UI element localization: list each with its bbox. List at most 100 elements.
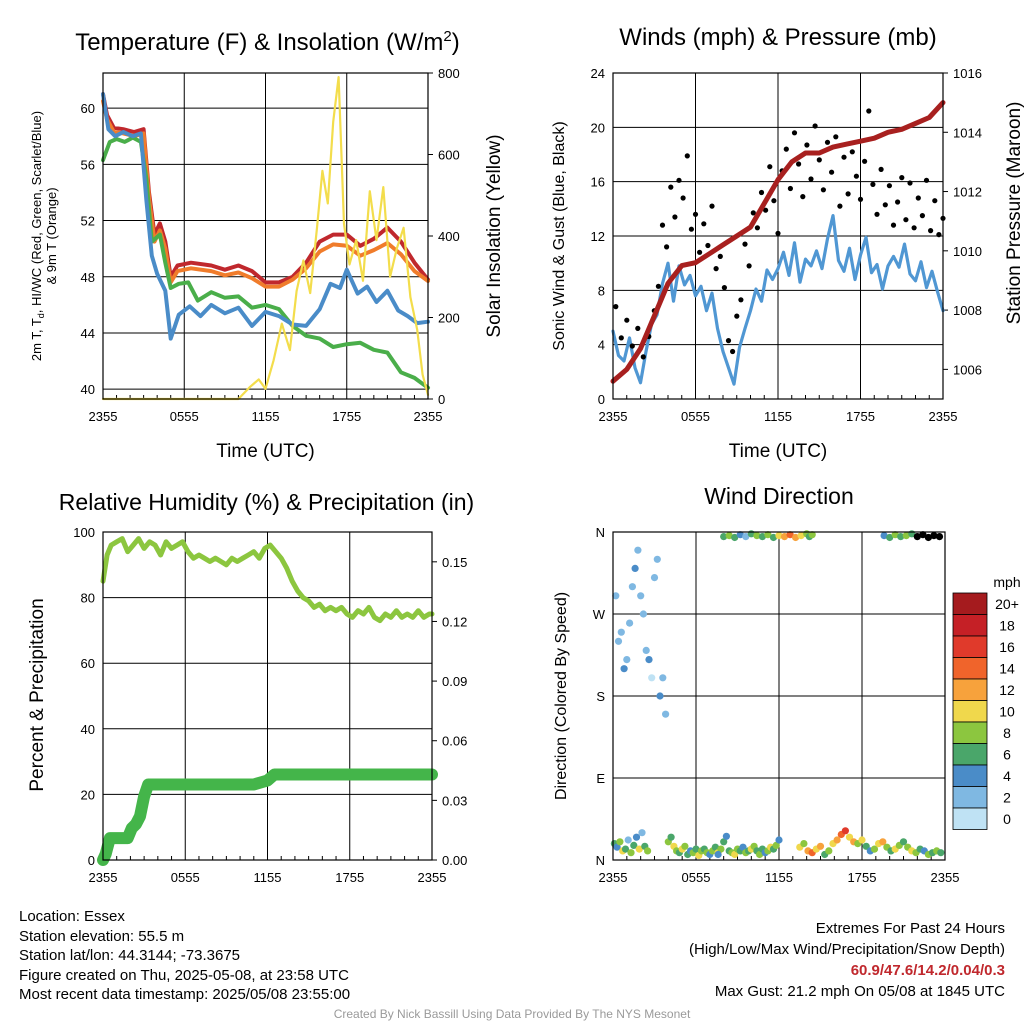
gust-point — [676, 177, 682, 183]
gust-point — [845, 191, 851, 197]
direction-point — [623, 656, 631, 664]
direction-point — [634, 546, 642, 554]
gust-point — [841, 154, 847, 160]
colorbar-swatch — [952, 807, 988, 830]
gust-point — [928, 228, 934, 234]
plot-frame — [102, 531, 433, 861]
direction-point — [720, 533, 728, 541]
gust-point — [899, 175, 905, 181]
y-tick-label: 0 — [88, 853, 95, 868]
colorbar-swatch — [952, 786, 988, 809]
direction-point — [780, 533, 789, 541]
x-tick-label: 0555 — [171, 870, 200, 885]
gust-point — [664, 244, 670, 250]
y-tick-label: 0 — [598, 392, 605, 407]
gust-point — [857, 196, 864, 202]
y2-tick-label: 1012 — [953, 185, 982, 200]
direction-point — [659, 674, 667, 682]
gust-point — [833, 134, 839, 140]
x-tick-label: 1155 — [252, 409, 280, 424]
x-axis-label: Time (UTC) — [729, 441, 828, 462]
humidity-line — [100, 536, 435, 624]
direction-point — [630, 841, 638, 850]
direction-point — [924, 533, 933, 542]
direction-point — [648, 674, 656, 682]
direction-point — [614, 637, 623, 645]
gust-point — [923, 177, 930, 183]
x-tick-label: 2355 — [929, 409, 958, 424]
direction-point — [758, 533, 767, 541]
y2-tick-label: 1006 — [953, 362, 982, 377]
colorbar-label: 16 — [999, 639, 1015, 655]
direction-point — [720, 838, 728, 846]
direction-point — [930, 532, 938, 540]
created-label: Figure created on Thu, 2025-05-08, at 23… — [19, 966, 349, 984]
gust-point — [640, 354, 646, 360]
y-tick-label: S — [596, 689, 605, 704]
gust-point — [886, 183, 893, 189]
y-tick-label: 100 — [73, 525, 95, 540]
y-tick-label: 20 — [81, 787, 95, 802]
gust-point — [800, 194, 806, 200]
gust-point — [787, 185, 794, 192]
y-axis-label: 2m T, Td, HI/WC (Red, Green, Scarlet/Blu… — [29, 111, 59, 361]
y2-axis-label: Solar Insolation (Yellow) — [484, 134, 505, 337]
x-tick-label: 2355 — [931, 870, 960, 885]
direction-point — [613, 843, 621, 851]
gust-point — [705, 242, 711, 249]
recent-data-label: Most recent data timestamp: 2025/05/08 2… — [19, 986, 351, 1003]
colorbar-label: 8 — [1003, 725, 1011, 741]
gust-point — [684, 153, 690, 159]
direction-point — [753, 532, 761, 540]
direction-point — [897, 533, 905, 541]
y-tick-label: N — [596, 525, 605, 540]
gust-point — [874, 211, 880, 217]
direction-point — [717, 845, 725, 853]
direction-point — [617, 628, 625, 636]
gust-point — [713, 266, 719, 272]
y2-tick-label: 0.15 — [442, 555, 467, 570]
y-tick-label: 16 — [591, 175, 605, 190]
chart-title: Relative Humidity (%) & Precipitation (i… — [59, 489, 474, 515]
gust-point — [932, 198, 938, 204]
y2-tick-label: 0 — [438, 392, 445, 407]
gust-point — [701, 221, 707, 227]
direction-point — [635, 845, 643, 853]
colorbar-swatch — [952, 592, 988, 615]
direction-point — [816, 842, 825, 850]
y-tick-label: E — [596, 771, 605, 786]
direction-point — [764, 531, 772, 539]
direction-point — [639, 610, 648, 618]
colorbar-swatch — [952, 700, 988, 723]
gust-point — [688, 226, 695, 232]
gust-point — [738, 297, 744, 303]
direction-point — [937, 849, 945, 857]
colorbar-label: 12 — [999, 682, 1015, 698]
y2-tick-label: 0.09 — [442, 674, 467, 689]
gust-point — [697, 249, 703, 255]
y2-tick-label: 0.06 — [442, 734, 467, 749]
chart-title: Winds (mph) & Pressure (mb) — [619, 24, 936, 51]
direction-point — [650, 574, 659, 582]
gust-point — [668, 184, 674, 190]
x-tick-label: 2355 — [89, 870, 118, 885]
direction-point — [825, 847, 833, 855]
direction-point — [627, 849, 635, 857]
y-tick-label: 80 — [81, 591, 95, 606]
plot-frame — [612, 72, 944, 400]
y2-axis-label: Station Pressure (Maroon) — [1004, 102, 1024, 325]
gust-point — [775, 230, 781, 236]
colorbar-swatch — [952, 764, 988, 787]
y-tick-label: 24 — [591, 66, 605, 81]
direction-point — [935, 533, 944, 541]
direction-point — [638, 829, 646, 837]
direction-point — [899, 838, 908, 846]
gust-point — [907, 180, 913, 186]
y2-tick-label: 0.03 — [442, 793, 467, 808]
direction-point — [644, 847, 652, 855]
colorbar-swatch — [952, 743, 988, 766]
direction-point — [667, 833, 675, 841]
direction-point — [808, 531, 816, 539]
gust-point — [866, 108, 872, 114]
direction-point — [711, 843, 720, 851]
